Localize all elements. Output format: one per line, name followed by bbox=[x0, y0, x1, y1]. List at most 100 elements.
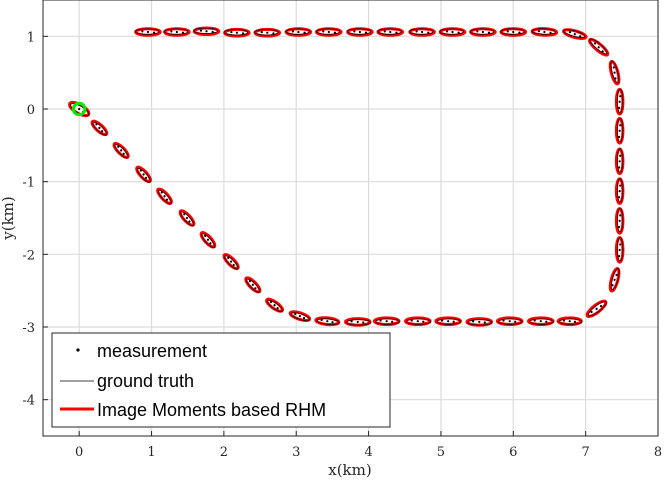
measurement-point bbox=[95, 123, 98, 126]
y-tick-label: 0 bbox=[27, 103, 35, 118]
target-extent bbox=[265, 297, 284, 313]
legend-estimate-label: Image Moments based RHM bbox=[97, 400, 326, 420]
target-extent bbox=[469, 27, 497, 37]
target-extent bbox=[314, 316, 341, 327]
target-extent bbox=[135, 165, 152, 184]
target-extent bbox=[588, 37, 610, 57]
measurement-point bbox=[144, 176, 148, 180]
measurement-point bbox=[611, 284, 614, 287]
measurement-point bbox=[599, 304, 603, 308]
target-extent bbox=[614, 236, 625, 264]
target-extent bbox=[556, 316, 583, 326]
measurement-point bbox=[291, 30, 294, 33]
measurement-point bbox=[272, 32, 275, 35]
measurement-point bbox=[613, 278, 616, 281]
measurement-point bbox=[331, 321, 334, 324]
measurement-point bbox=[298, 315, 301, 318]
ground-truth-ellipse bbox=[616, 88, 624, 114]
target-extent bbox=[343, 317, 372, 327]
x-tick-label: 6 bbox=[509, 445, 517, 460]
ground-truth-ellipse bbox=[346, 28, 372, 35]
measurement-point bbox=[618, 129, 621, 132]
measurement-point bbox=[142, 173, 145, 176]
target-extent bbox=[372, 316, 401, 326]
ground-truth-ellipse bbox=[134, 28, 160, 35]
measurement-point bbox=[537, 30, 540, 33]
target-extent bbox=[465, 317, 494, 327]
measurement-point bbox=[539, 320, 542, 323]
y-axis-label: y(km) bbox=[0, 196, 17, 241]
ground-truth-ellipse bbox=[498, 318, 523, 325]
measurement-point bbox=[573, 320, 577, 323]
target-extent bbox=[112, 141, 130, 159]
target-extent bbox=[614, 87, 625, 116]
measurement-point bbox=[593, 42, 597, 45]
target-extent bbox=[608, 59, 621, 86]
measurement-point bbox=[618, 190, 621, 193]
measurement-point bbox=[122, 152, 125, 155]
measurement-point bbox=[199, 29, 203, 32]
ground-truth-ellipse bbox=[254, 29, 279, 36]
measurement-point bbox=[451, 30, 454, 34]
measurement-point bbox=[181, 31, 185, 34]
measurement-point bbox=[512, 30, 515, 34]
measurement-point bbox=[615, 273, 618, 276]
target-extent bbox=[253, 27, 282, 38]
measurement-point bbox=[619, 214, 622, 217]
measurement-point bbox=[248, 280, 252, 283]
measurement-point bbox=[302, 316, 306, 320]
measurement-point bbox=[175, 30, 178, 34]
measurement-point bbox=[379, 319, 382, 322]
ground-truth-ellipse bbox=[346, 319, 371, 326]
measurement-point bbox=[205, 30, 208, 33]
axis-ticks: 0 1 2 3 4 5 6 7 8 1 0 -1 -2 -3 -4 bbox=[22, 30, 662, 460]
ground-truth-ellipse bbox=[563, 29, 586, 38]
ground-truth-ellipse bbox=[114, 144, 129, 159]
ground-truth-ellipse bbox=[377, 28, 402, 35]
measurement-point bbox=[266, 31, 269, 34]
measurement-point bbox=[410, 319, 413, 322]
legend-measurement-marker bbox=[76, 348, 80, 352]
measurement-point bbox=[170, 30, 173, 33]
measurement-point bbox=[241, 32, 245, 35]
measurement-point bbox=[601, 50, 604, 53]
target-extent bbox=[90, 119, 109, 137]
measurement-point bbox=[297, 30, 300, 34]
measurement-point bbox=[617, 135, 621, 139]
x-tick-label: 3 bbox=[292, 445, 300, 460]
measurement-point bbox=[533, 319, 536, 322]
measurement-point bbox=[508, 320, 511, 323]
target-extent bbox=[403, 316, 432, 326]
measurement-point bbox=[619, 124, 622, 127]
measurement-point bbox=[590, 310, 593, 314]
target-extent bbox=[585, 299, 608, 319]
target-extent bbox=[156, 187, 173, 205]
measurement-point bbox=[619, 184, 622, 187]
measurement-point bbox=[260, 31, 263, 34]
measurement-point bbox=[141, 30, 144, 33]
measurement-point bbox=[204, 234, 207, 238]
target-extent bbox=[614, 117, 625, 145]
measurement-point bbox=[185, 216, 189, 220]
target-extent bbox=[434, 316, 462, 326]
measurement-point bbox=[163, 195, 166, 198]
measurement-point bbox=[206, 238, 210, 241]
measurement-point bbox=[320, 318, 323, 322]
measurement-point bbox=[617, 106, 621, 109]
measurement-point bbox=[422, 320, 425, 323]
target-extent bbox=[222, 253, 240, 271]
measurement-point bbox=[483, 321, 486, 324]
y-tick-label: -4 bbox=[22, 394, 35, 409]
measurement-point bbox=[98, 126, 101, 129]
measurement-point bbox=[395, 31, 398, 34]
ground-truth-ellipse bbox=[157, 189, 172, 205]
measurement-point bbox=[276, 307, 279, 310]
measurement-point bbox=[350, 320, 353, 323]
legend-ground-truth-label: ground truth bbox=[97, 371, 194, 391]
data-layer bbox=[68, 26, 625, 327]
measurement-point bbox=[391, 320, 394, 323]
measurement-point bbox=[573, 33, 576, 36]
target-extent bbox=[223, 27, 251, 38]
measurement-point bbox=[427, 31, 430, 34]
ground-truth-ellipse bbox=[92, 121, 108, 136]
